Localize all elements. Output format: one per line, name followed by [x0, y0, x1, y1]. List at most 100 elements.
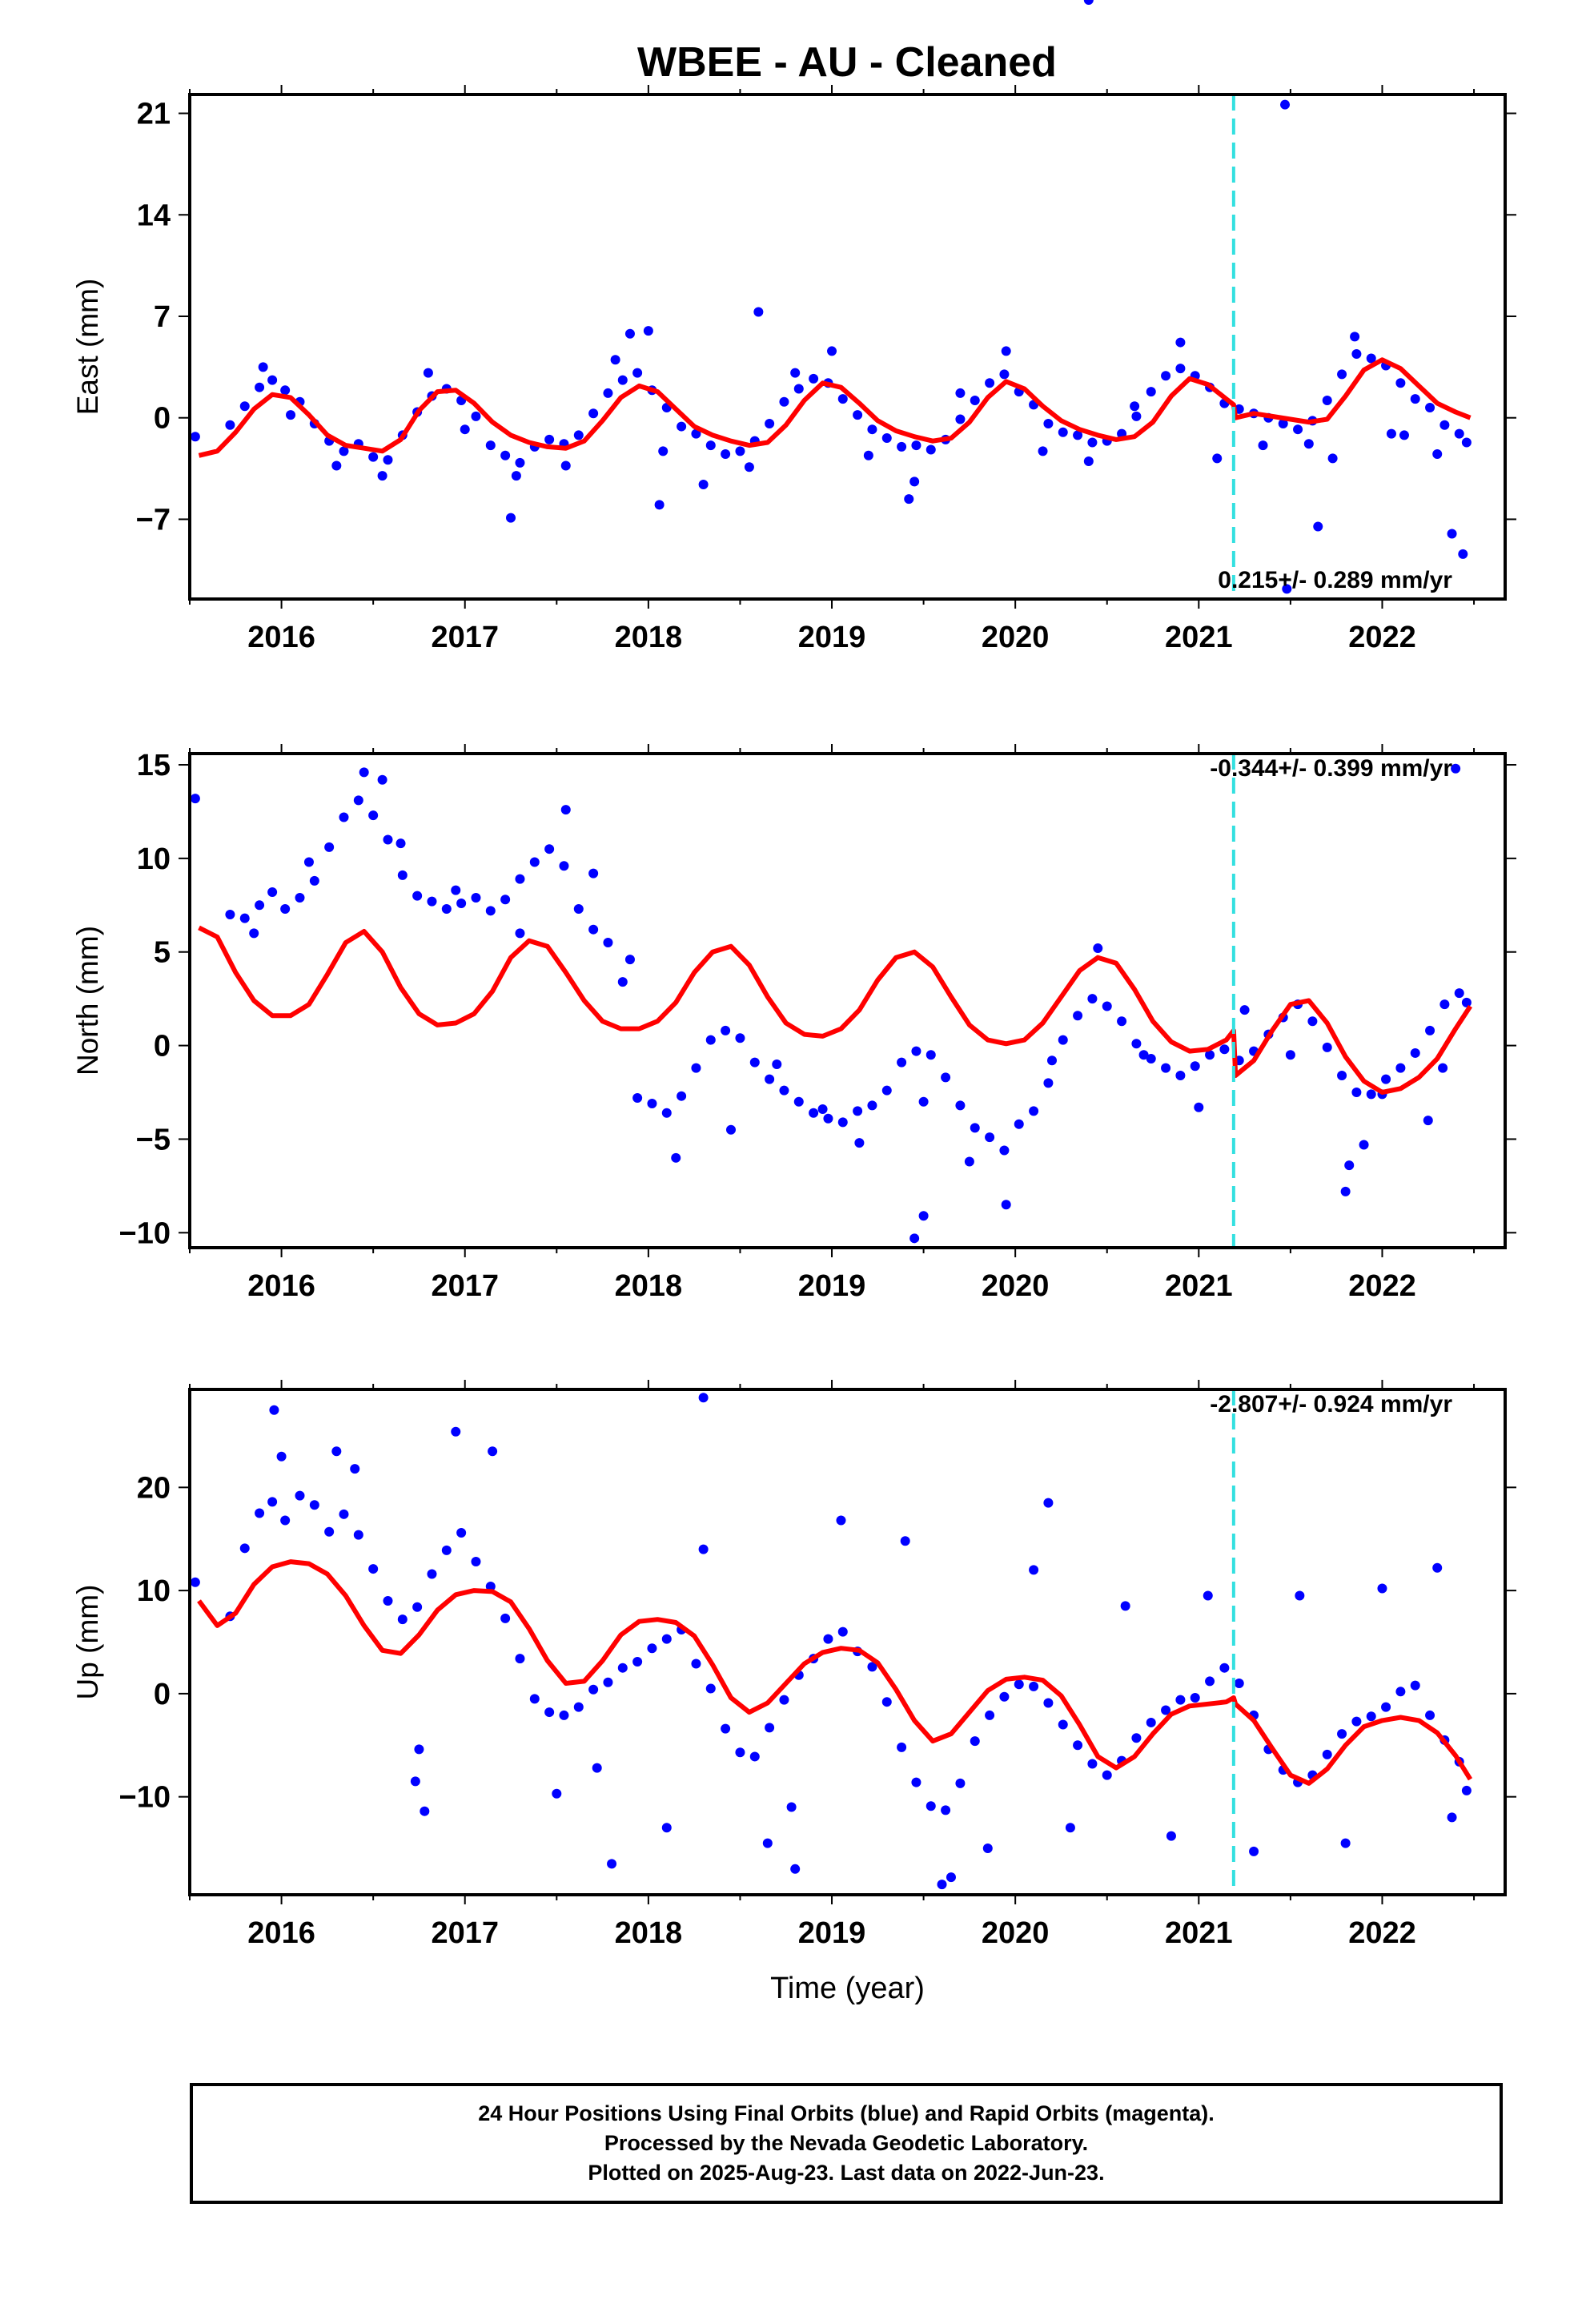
data-point: [970, 1736, 980, 1747]
data-point: [698, 479, 709, 489]
data-point: [383, 834, 393, 845]
data-point: [1203, 1590, 1213, 1601]
data-point: [632, 1093, 643, 1104]
y-tick-label: −5: [136, 1123, 171, 1156]
data-point: [1166, 1831, 1176, 1841]
data-point: [295, 892, 305, 903]
data-point: [588, 924, 599, 935]
x-tick-label: 2020: [982, 1269, 1050, 1303]
data-point: [617, 375, 628, 385]
data-point: [1461, 1785, 1472, 1795]
data-point: [1146, 387, 1156, 397]
data-point: [420, 1806, 430, 1816]
data-point: [1322, 1749, 1332, 1759]
data-point: [1322, 395, 1332, 405]
plot-frame: [188, 93, 1507, 601]
data-point: [1146, 1053, 1156, 1063]
data-point: [1293, 424, 1303, 435]
data-point: [359, 767, 369, 778]
data-point: [705, 1683, 716, 1694]
data-point: [529, 857, 540, 867]
data-point: [1280, 99, 1291, 110]
x-tick-label: 2022: [1348, 1916, 1416, 1950]
y-tick-label: 15: [137, 749, 171, 782]
data-point: [1386, 428, 1396, 439]
data-point: [705, 440, 716, 451]
data-point: [721, 1723, 731, 1734]
data-point: [610, 355, 620, 365]
y-tick-label: −7: [136, 503, 171, 537]
data-point: [1161, 1705, 1171, 1715]
panels-group: 2016 2017 2018 2019 2020 2021 2022 −7 0 7 14 21 East…: [71, 0, 1516, 2005]
y-tick-label: 10: [137, 1574, 171, 1608]
data-point: [617, 1663, 628, 1673]
data-point: [837, 1117, 848, 1128]
caption-box: 24 Hour Positions Using Final Orbits (bl…: [190, 2083, 1503, 2204]
data-point: [441, 903, 452, 914]
y-axis-label: Up (mm): [71, 1585, 104, 1700]
data-point: [918, 1096, 929, 1107]
data-point: [1175, 337, 1186, 348]
data-point: [1282, 584, 1292, 594]
data-point: [239, 913, 250, 923]
data-point: [353, 1530, 363, 1540]
data-point: [909, 476, 920, 487]
data-point: [485, 440, 496, 451]
data-point: [603, 388, 613, 398]
data-point: [793, 384, 804, 394]
data-point: [827, 346, 837, 356]
data-point: [970, 1123, 980, 1133]
data-point: [632, 368, 643, 378]
data-point: [941, 1805, 951, 1815]
data-point: [753, 307, 764, 317]
data-point: [1131, 1733, 1142, 1743]
y-tick-label: 5: [154, 936, 171, 970]
data-point: [603, 938, 613, 948]
data-point: [1161, 1063, 1171, 1073]
data-point: [1447, 1812, 1457, 1823]
data-point: [225, 909, 235, 919]
data-point: [427, 896, 437, 907]
data-point: [926, 1050, 936, 1060]
data-point: [1058, 427, 1068, 437]
data-point: [1120, 1601, 1130, 1611]
data-point: [488, 1446, 498, 1457]
data-point: [1344, 1160, 1355, 1171]
x-tick-label: 2022: [1348, 621, 1416, 654]
data-point: [1410, 394, 1420, 404]
data-point: [1425, 1710, 1435, 1720]
data-point: [867, 1662, 877, 1672]
data-point: [999, 369, 1010, 380]
data-point: [970, 395, 980, 405]
data-point: [677, 1091, 687, 1101]
data-point: [1001, 1200, 1011, 1210]
data-point: [368, 452, 379, 462]
data-point: [985, 1710, 995, 1720]
data-point: [1285, 1050, 1295, 1060]
data-point: [1410, 1047, 1420, 1058]
data-point: [485, 906, 496, 916]
data-point: [1423, 1116, 1433, 1126]
data-point: [1043, 418, 1054, 428]
data-point: [1395, 1687, 1406, 1697]
data-point: [647, 1099, 657, 1109]
data-point: [544, 1707, 555, 1718]
data-point: [793, 1096, 804, 1107]
data-point: [1350, 332, 1360, 342]
data-point: [661, 1108, 672, 1118]
data-point: [573, 903, 584, 914]
data-point: [331, 1446, 342, 1457]
data-point: [661, 1823, 672, 1833]
data-point: [588, 408, 599, 419]
y-axis-label: East (mm): [71, 279, 104, 416]
data-point: [725, 1124, 736, 1135]
data-point: [809, 373, 819, 384]
data-point: [779, 396, 789, 407]
data-point: [1322, 1042, 1332, 1052]
data-point: [559, 861, 569, 871]
data-point: [544, 844, 555, 854]
data-point: [592, 1763, 602, 1773]
x-tick-label: 2018: [615, 1269, 683, 1303]
data-point: [1087, 994, 1098, 1004]
data-point: [1138, 1050, 1149, 1060]
